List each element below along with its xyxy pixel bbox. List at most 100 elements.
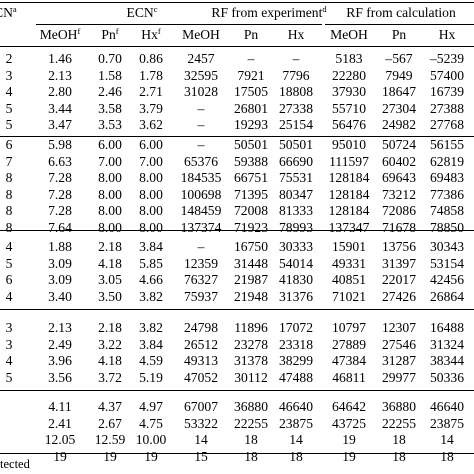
table-cell: 18808 xyxy=(279,84,313,99)
table-cell: 7796 xyxy=(282,67,310,83)
table-row: 4 3.96 4.18 4.59 49313 31378 38299 47384 31287 38… xyxy=(0,353,474,370)
table-cell: 3.50 xyxy=(98,288,122,304)
table-cell: 26801 xyxy=(234,100,268,116)
table-cell: 18 xyxy=(244,448,258,464)
header-group-rf-experiment: RF from experimentd xyxy=(211,4,327,20)
table-cell: 6 xyxy=(5,272,13,287)
table-cell: 3.09 xyxy=(48,272,72,287)
table-cell: 14 xyxy=(194,432,208,447)
table-cell: 2 xyxy=(5,51,13,66)
table-cell: 8.00 xyxy=(98,219,122,235)
table-cell: 23318 xyxy=(279,336,313,352)
table-cell: 19293 xyxy=(234,117,268,132)
table-cell: 19 xyxy=(144,448,158,464)
table-cell: 5.98 xyxy=(48,137,72,152)
table-cell: 128184 xyxy=(328,170,370,185)
table-cell: 3 xyxy=(5,336,13,352)
table-cell: 3.40 xyxy=(48,288,72,304)
table-cell: – xyxy=(247,51,255,66)
table-cell: – xyxy=(197,117,205,132)
table-cell: 14 xyxy=(440,432,454,447)
table-row: 2.41 2.67 4.75 53322 22255 23875 43725 22255 238… xyxy=(0,416,474,433)
subheader-pn-exp: Pn xyxy=(243,27,259,42)
table-cell: 137374 xyxy=(180,219,222,235)
table-cell: 76327 xyxy=(184,272,218,287)
table-row: 8 7.64 8.00 8.00 137374 71923 78993 137347 71678… xyxy=(0,220,474,237)
table-cell: 69643 xyxy=(382,170,416,185)
table-row: 8 7.28 8.00 8.00 184535 66751 75531 128184 69643… xyxy=(0,170,474,187)
table-cell: 100698 xyxy=(180,186,222,202)
header-group-ecn: ECNc xyxy=(126,4,158,20)
table-cell: 5.85 xyxy=(139,255,163,271)
table-cell: 4 xyxy=(5,84,13,99)
table-cell: 2.18 xyxy=(98,320,122,335)
table-cell: 27304 xyxy=(382,100,416,116)
table-cell: 1.46 xyxy=(48,51,72,66)
table-cell: 59388 xyxy=(234,153,268,169)
table-cell: 3.44 xyxy=(48,100,72,116)
table-cell: 1.58 xyxy=(98,67,122,83)
table-cell: 8.00 xyxy=(98,203,122,218)
table-cell: 47384 xyxy=(332,353,366,368)
subheader-meoh-exp: MeOH xyxy=(182,27,220,42)
table-cell: 30343 xyxy=(430,239,464,254)
table-cell: 71021 xyxy=(332,288,366,304)
table-row: 12.05 12.59 10.00 14 18 14 19 18 14 xyxy=(0,432,474,449)
table-cell: 4.18 xyxy=(98,353,122,368)
footnote: tected xyxy=(0,457,30,471)
table-cell: 2.80 xyxy=(48,84,72,99)
table-cell: 21948 xyxy=(234,288,268,304)
subheader-meoh-calc: MeOH xyxy=(330,27,368,42)
table-cell: 60402 xyxy=(382,153,416,169)
table-cell: 3.82 xyxy=(139,288,163,304)
table-cell: 50336 xyxy=(430,369,464,385)
table-cell: 0.86 xyxy=(139,51,163,66)
table-cell: 2.18 xyxy=(98,239,122,254)
table-cell: 3.84 xyxy=(139,239,163,254)
table-cell: 22255 xyxy=(234,415,268,431)
table-cell: 7.00 xyxy=(139,153,163,169)
table-row: 5 3.47 3.53 3.62 – 19293 25154 56476 24982 27768 xyxy=(0,117,474,134)
table-row: 4 3.40 3.50 3.82 75937 21948 31376 71021 27426 26… xyxy=(0,289,474,306)
table-cell: 7921 xyxy=(237,67,265,83)
table-cell: 27426 xyxy=(382,288,416,304)
table-cell: 7 xyxy=(5,153,13,169)
table-cell: 3 xyxy=(5,67,13,83)
table-cell: 78993 xyxy=(279,219,313,235)
subheader-pn-calc: Pn xyxy=(391,27,407,42)
table-cell: 75937 xyxy=(184,288,218,304)
table-cell: 27388 xyxy=(430,100,464,116)
table-row: 19 19 19 15 18 18 19 18 18 xyxy=(0,449,474,466)
table-cell: 3.47 xyxy=(48,117,72,132)
table-cell: 8.00 xyxy=(139,170,163,185)
table-cell: 4.18 xyxy=(98,255,122,271)
table-cell: 3.96 xyxy=(48,353,72,368)
table-cell: 4.97 xyxy=(139,399,163,414)
table-cell: 62819 xyxy=(430,153,464,169)
table-cell: – xyxy=(292,51,300,66)
table-cell: 7.28 xyxy=(48,170,72,185)
table-cell: 25154 xyxy=(279,117,313,132)
table-cell: 81333 xyxy=(279,203,313,218)
table-cell: 38344 xyxy=(430,353,464,368)
table-cell: 17505 xyxy=(234,84,268,99)
table-cell: 5 xyxy=(5,117,13,132)
table-cell: 71395 xyxy=(234,186,268,202)
table-cell: 95010 xyxy=(332,137,366,152)
table-cell: 67007 xyxy=(184,399,218,414)
table-cell: 3.56 xyxy=(48,369,72,385)
table-cell: 8 xyxy=(5,203,13,218)
table-cell: 3.82 xyxy=(139,320,163,335)
table-cell: 2.67 xyxy=(98,415,122,431)
table-cell: 23875 xyxy=(430,415,464,431)
table-cell: 3.05 xyxy=(98,272,122,287)
table-row: 7 6.63 7.00 7.00 65376 59388 66690 111597 60402 6… xyxy=(0,154,474,171)
table-cell: 128184 xyxy=(328,203,370,218)
table-cell: 12.05 xyxy=(44,432,76,447)
table-cell: 5.19 xyxy=(139,369,163,385)
table-cell: 16739 xyxy=(430,84,464,99)
table-cell: 71678 xyxy=(382,219,416,235)
table-cell: 3.72 xyxy=(98,369,122,385)
table-cell: 15901 xyxy=(332,239,366,254)
table-cell: 74858 xyxy=(430,203,464,218)
